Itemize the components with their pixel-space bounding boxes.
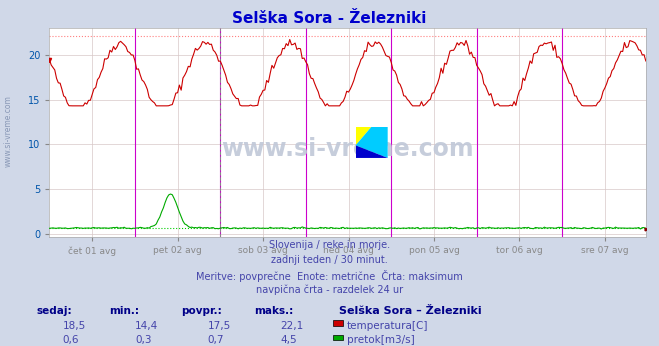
Text: 0,6: 0,6 bbox=[63, 335, 79, 345]
Text: povpr.:: povpr.: bbox=[181, 306, 222, 316]
Text: 14,4: 14,4 bbox=[135, 321, 158, 331]
Text: sedaj:: sedaj: bbox=[36, 306, 72, 316]
Text: Slovenija / reke in morje.: Slovenija / reke in morje. bbox=[269, 240, 390, 251]
Polygon shape bbox=[356, 127, 372, 145]
Text: Meritve: povprečne  Enote: metrične  Črta: maksimum: Meritve: povprečne Enote: metrične Črta:… bbox=[196, 270, 463, 282]
Text: 17,5: 17,5 bbox=[208, 321, 231, 331]
Text: temperatura[C]: temperatura[C] bbox=[347, 321, 428, 331]
Text: 0,7: 0,7 bbox=[208, 335, 224, 345]
Text: Selška Sora - Železniki: Selška Sora - Železniki bbox=[233, 11, 426, 26]
Text: pretok[m3/s]: pretok[m3/s] bbox=[347, 335, 415, 345]
Text: 0,3: 0,3 bbox=[135, 335, 152, 345]
Polygon shape bbox=[356, 127, 387, 158]
Text: 18,5: 18,5 bbox=[63, 321, 86, 331]
Text: 22,1: 22,1 bbox=[280, 321, 303, 331]
Text: Selška Sora – Železniki: Selška Sora – Železniki bbox=[339, 306, 482, 316]
Text: www.si-vreme.com: www.si-vreme.com bbox=[221, 137, 474, 161]
Text: min.:: min.: bbox=[109, 306, 139, 316]
Polygon shape bbox=[356, 145, 387, 158]
Text: zadnji teden / 30 minut.: zadnji teden / 30 minut. bbox=[271, 255, 388, 265]
Text: navpična črta - razdelek 24 ur: navpična črta - razdelek 24 ur bbox=[256, 284, 403, 294]
Text: www.si-vreme.com: www.si-vreme.com bbox=[4, 95, 13, 167]
Text: 4,5: 4,5 bbox=[280, 335, 297, 345]
Text: maks.:: maks.: bbox=[254, 306, 293, 316]
